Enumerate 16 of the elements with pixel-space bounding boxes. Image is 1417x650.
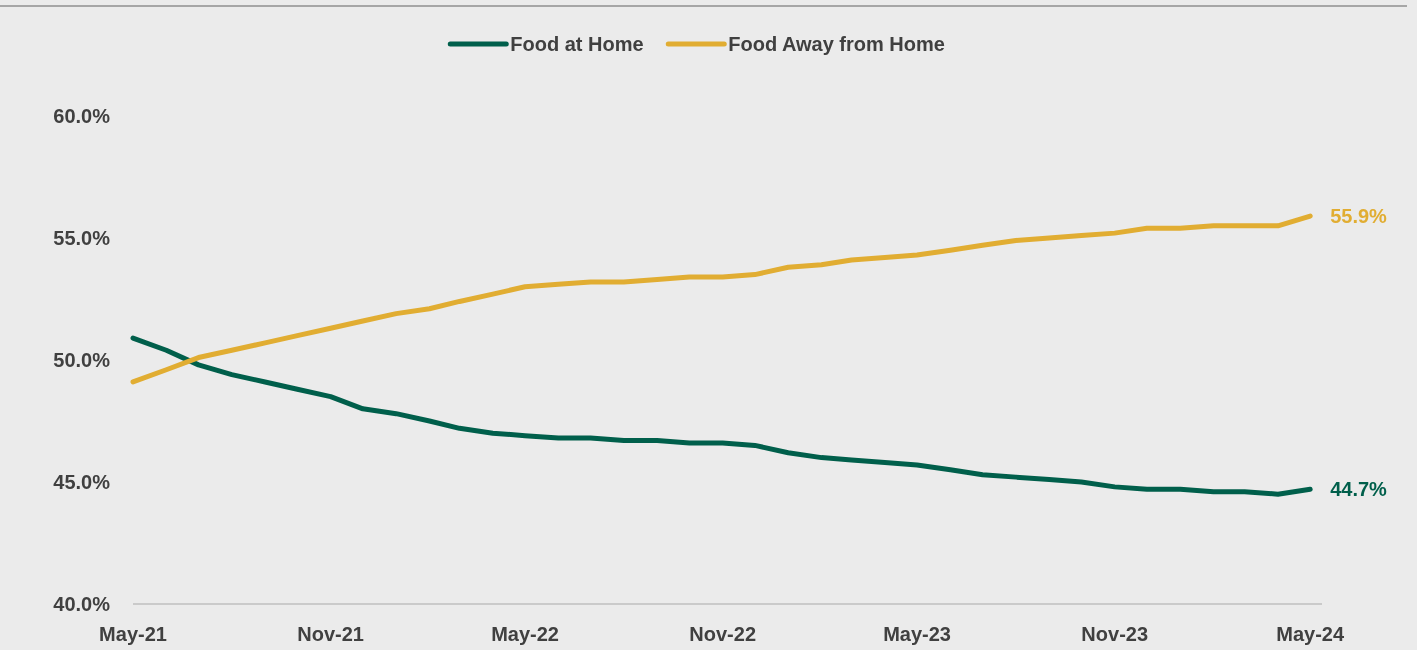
x-tick-label: May-21 xyxy=(99,623,167,645)
legend-label: Food Away from Home xyxy=(728,33,945,55)
x-tick-label: Nov-22 xyxy=(689,623,757,645)
y-tick-label: 45.0% xyxy=(53,471,111,493)
x-tick-label: May-24 xyxy=(1276,623,1345,645)
y-tick-label: 50.0% xyxy=(53,349,111,371)
annotation: 55.9% xyxy=(1330,205,1388,228)
annotation: 44.7% xyxy=(1330,478,1388,501)
x-tick-label: May-23 xyxy=(883,623,951,645)
legend-label: Food at Home xyxy=(510,33,644,55)
x-tick-label: May-22 xyxy=(491,623,559,645)
x-tick-label: Nov-21 xyxy=(297,623,364,645)
y-tick-label: 40.0% xyxy=(53,593,111,615)
y-tick-label: 55.0% xyxy=(53,227,111,249)
y-tick-label: 60.0% xyxy=(53,105,111,127)
x-tick-label: Nov-23 xyxy=(1081,623,1149,645)
